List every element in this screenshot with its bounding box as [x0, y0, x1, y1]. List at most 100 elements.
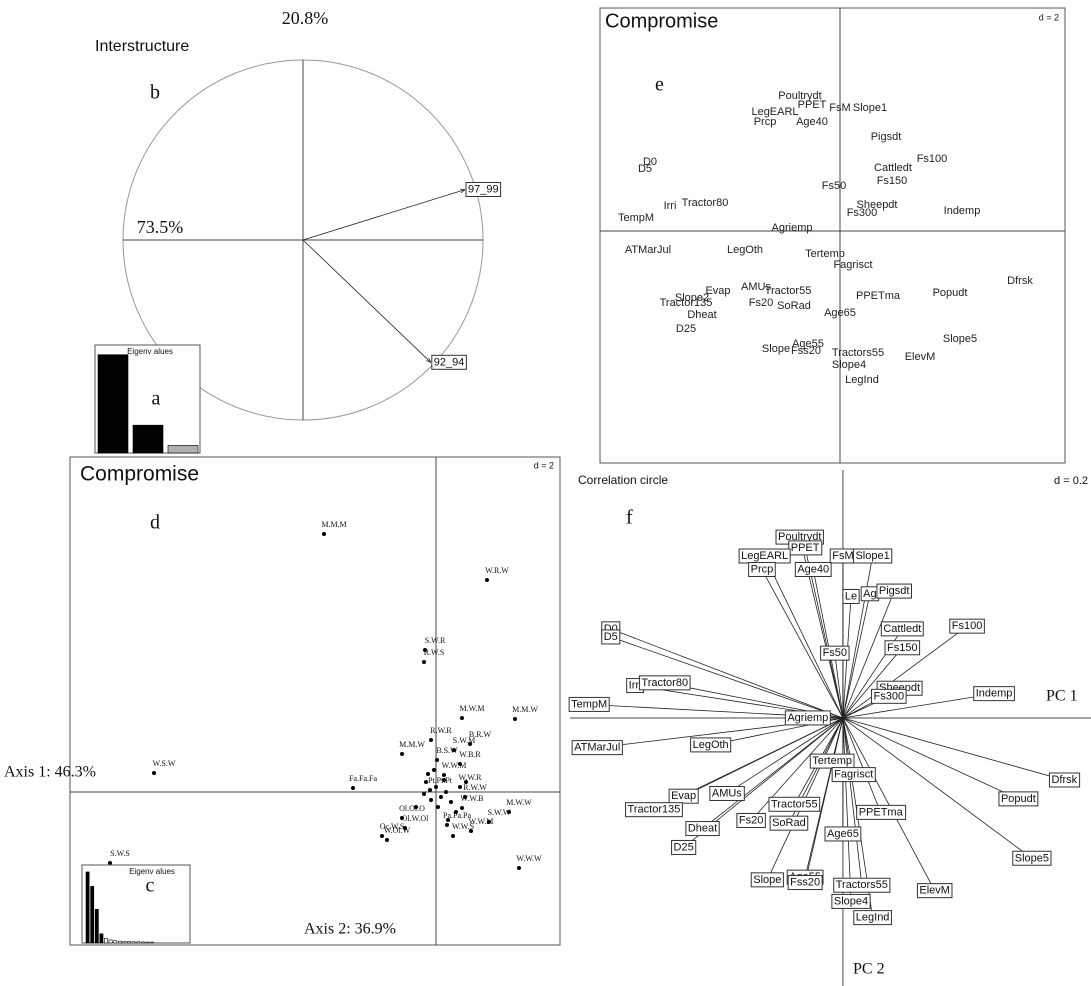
- point-label: B.S.W: [436, 746, 458, 755]
- variable-label: Prcp: [751, 563, 774, 575]
- variable-label: Dfrsk: [1007, 275, 1033, 287]
- variable-label: Slope4: [832, 359, 866, 371]
- scale-label: d = 2: [534, 460, 554, 470]
- label-box: [787, 875, 823, 891]
- variable-label: Age65: [824, 307, 856, 319]
- label-box: [571, 740, 623, 756]
- variable-label: Tractor80: [682, 197, 729, 209]
- variable-label: Tractors55: [836, 879, 888, 891]
- label-box: [842, 588, 860, 604]
- variable-label: TempM: [571, 698, 607, 710]
- point: [422, 792, 426, 796]
- bar: [131, 941, 136, 944]
- point-label: S.W.S: [110, 849, 130, 858]
- arrow: [842, 594, 870, 719]
- variable-label: D5: [604, 631, 618, 643]
- bar: [94, 908, 99, 944]
- panel-title: Compromise: [605, 10, 718, 32]
- point: [385, 838, 389, 842]
- label-box: [998, 791, 1039, 807]
- point: [468, 742, 472, 746]
- variable-label: SoRad: [777, 300, 811, 312]
- bar: [122, 941, 127, 944]
- variable-label: FsM: [832, 550, 853, 562]
- variable-label: LegInd: [856, 912, 890, 924]
- point: [454, 810, 458, 814]
- variable-label: Age40: [797, 563, 829, 575]
- arrow: [842, 717, 935, 891]
- point: [429, 798, 433, 802]
- arrow: [842, 626, 967, 719]
- point: [446, 818, 450, 822]
- variable-label: Slope5: [943, 333, 977, 345]
- point-label: M.M.W: [512, 705, 538, 714]
- point: [458, 762, 462, 766]
- point: [108, 861, 112, 865]
- label-box: [750, 872, 784, 888]
- arrow: [842, 717, 1064, 780]
- panel-frame: [599, 7, 1066, 464]
- variable-label: D25: [674, 841, 694, 853]
- variable-label: Tractor135: [628, 804, 681, 816]
- point-label: W.R.W: [485, 566, 509, 575]
- point: [451, 834, 455, 838]
- point: [507, 810, 511, 814]
- point: [322, 532, 326, 536]
- variable-label: ElevM: [905, 351, 936, 363]
- arrow: [302, 239, 431, 362]
- point: [487, 820, 491, 824]
- variable-label: Le: [845, 590, 857, 602]
- point-label: Ol.W.Ol: [402, 814, 430, 823]
- point: [423, 648, 427, 652]
- arrow: [842, 717, 1018, 800]
- variable-label: Fagrisct: [833, 259, 872, 271]
- point: [513, 717, 517, 721]
- point: [422, 660, 426, 664]
- panel-a: Eigenv alues a: [94, 344, 201, 454]
- label-box: [916, 883, 953, 899]
- point: [380, 834, 384, 838]
- variable-label: LegInd: [845, 374, 879, 386]
- label-box: [880, 621, 924, 637]
- variable-label: Tractor55: [765, 285, 812, 297]
- arrow: [842, 648, 902, 719]
- arrow: [751, 717, 844, 821]
- point: [434, 785, 438, 789]
- variable-label: Poultrydt: [778, 531, 821, 543]
- arrow: [764, 556, 844, 719]
- variable-label: PPET: [798, 99, 827, 111]
- variable-label: Evap: [705, 285, 730, 297]
- variable-label: PPETma: [859, 806, 904, 818]
- x-axis-label: Axis 1: 46.3%: [4, 764, 96, 781]
- point: [464, 780, 468, 784]
- label-box: [1012, 850, 1052, 866]
- bar: [117, 940, 122, 944]
- point-label: M.M.M: [321, 520, 346, 529]
- bar: [104, 938, 108, 944]
- variable-label: Fs150: [877, 175, 908, 187]
- panel-letter: d: [150, 512, 160, 534]
- point: [426, 772, 430, 776]
- arrow: [842, 694, 994, 719]
- label-box: [876, 583, 912, 599]
- variable-label: Irri: [629, 680, 642, 692]
- variable-label: Poultrydt: [778, 90, 821, 102]
- panel-title: Correlation circle: [578, 473, 668, 487]
- variable-label: 97_99: [468, 184, 499, 196]
- label-box: [784, 710, 831, 726]
- point-label: S.W.M: [453, 736, 475, 745]
- arrow: [842, 591, 895, 719]
- label-box: [690, 737, 732, 753]
- bar: [132, 424, 164, 454]
- point-label: W.B.R: [459, 750, 481, 759]
- point: [428, 788, 432, 792]
- variable-label: ATMarJul: [574, 742, 620, 754]
- variable-label: ATMarJul: [625, 244, 671, 256]
- point-label: M.W.M: [459, 704, 484, 713]
- variable-label: PPETma: [856, 290, 901, 302]
- panel-letter: e: [655, 74, 664, 96]
- point-label: W.W.S: [452, 822, 474, 831]
- scale-label: d = 2: [1039, 12, 1059, 22]
- variable-label: Dfrsk: [1051, 774, 1077, 786]
- label-box: [465, 182, 502, 198]
